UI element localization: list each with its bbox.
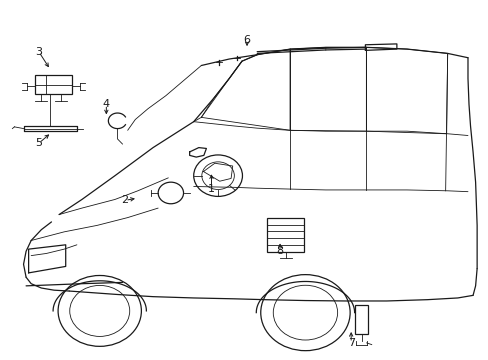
Text: 6: 6: [243, 35, 250, 45]
Text: 2: 2: [122, 195, 128, 205]
Text: 5: 5: [35, 138, 42, 148]
Text: 3: 3: [35, 47, 42, 57]
Text: 7: 7: [347, 338, 354, 348]
Text: 4: 4: [102, 99, 110, 109]
Text: 1: 1: [207, 184, 215, 194]
Text: 8: 8: [276, 246, 283, 256]
